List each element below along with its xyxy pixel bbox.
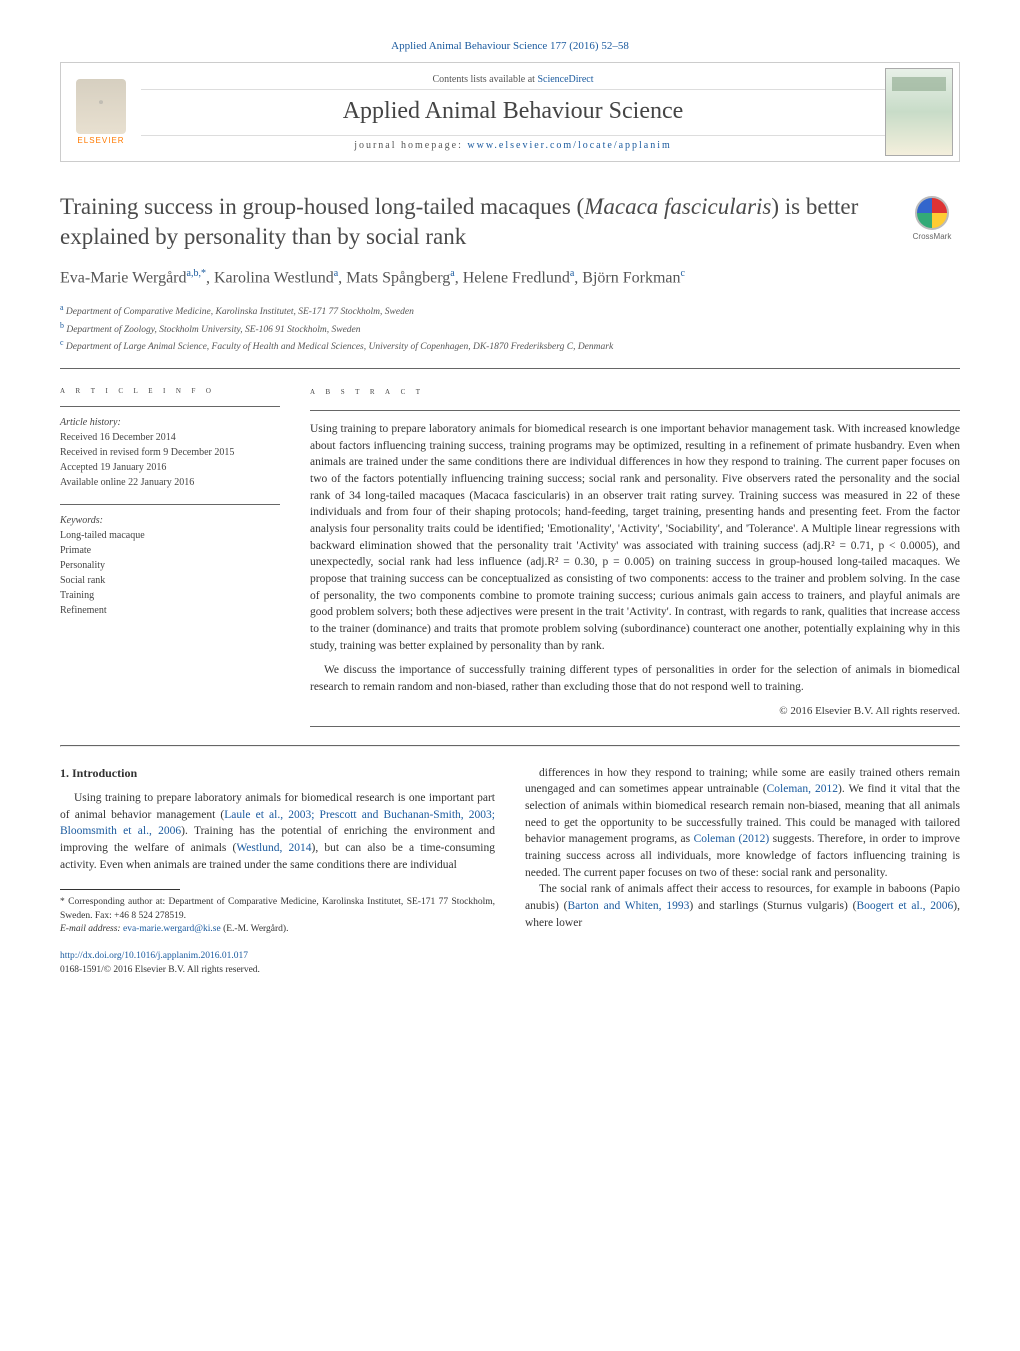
citation-link[interactable]: Barton and Whiten, 1993 — [568, 900, 690, 912]
abstract-copyright: © 2016 Elsevier B.V. All rights reserved… — [310, 704, 960, 720]
elsevier-label: ELSEVIER — [77, 136, 124, 145]
elsevier-logo[interactable]: ELSEVIER — [61, 67, 141, 157]
history-item: Available online 22 January 2016 — [60, 475, 280, 490]
article-title: Training success in group-housed long-ta… — [60, 192, 960, 252]
journal-header: ELSEVIER Contents lists available at Sci… — [60, 62, 960, 162]
abstract-p1: Using training to prepare laboratory ani… — [310, 421, 960, 654]
section-heading-intro: 1. Introduction — [60, 765, 495, 782]
footnotes: * Corresponding author at: Department of… — [60, 896, 495, 936]
keyword-item: Social rank — [60, 573, 280, 588]
keyword-item: Refinement — [60, 603, 280, 618]
abstract-p2: We discuss the importance of successfull… — [310, 662, 960, 695]
doi-block: http://dx.doi.org/10.1016/j.applanim.201… — [60, 950, 495, 978]
crossmark-label: CrossMark — [904, 232, 960, 241]
corresponding-author: * Corresponding author at: Department of… — [60, 896, 495, 923]
keyword-item: Personality — [60, 558, 280, 573]
email-label: E-mail address: — [60, 924, 123, 934]
intro-p3: The social rank of animals affect their … — [525, 881, 960, 931]
email-link[interactable]: eva-marie.wergard@ki.se — [123, 924, 221, 934]
article-info: a r t i c l e i n f o Article history: R… — [60, 385, 280, 726]
body-columns: 1. Introduction Using training to prepar… — [60, 765, 960, 978]
intro-p2: differences in how they respond to train… — [525, 765, 960, 882]
journal-cover-thumbnail[interactable] — [885, 68, 953, 156]
doi-link[interactable]: http://dx.doi.org/10.1016/j.applanim.201… — [60, 951, 248, 961]
citation-link[interactable]: Coleman (2012) — [694, 833, 770, 845]
keywords-label: Keywords: — [60, 513, 280, 528]
citation-link[interactable]: Westlund, 2014 — [236, 842, 311, 854]
abstract-heading: a b s t r a c t — [310, 385, 960, 400]
journal-homepage: journal homepage: www.elsevier.com/locat… — [141, 135, 885, 151]
contents-line: Contents lists available at ScienceDirec… — [141, 74, 885, 90]
journal-name: Applied Animal Behaviour Science — [141, 98, 885, 125]
keyword-item: Long-tailed macaque — [60, 528, 280, 543]
citation-link[interactable]: Coleman, 2012 — [767, 783, 838, 795]
keyword-item: Primate — [60, 543, 280, 558]
affiliations: a Department of Comparative Medicine, Ka… — [60, 302, 960, 354]
citation-link[interactable]: Boogert et al., 2006 — [856, 900, 953, 912]
elsevier-tree-icon — [76, 79, 126, 134]
history-item: Received in revised form 9 December 2015 — [60, 445, 280, 460]
homepage-link[interactable]: www.elsevier.com/locate/applanim — [467, 140, 671, 151]
history-item: Received 16 December 2014 — [60, 430, 280, 445]
history-label: Article history: — [60, 415, 280, 430]
article-info-heading: a r t i c l e i n f o — [60, 385, 280, 396]
keyword-item: Training — [60, 588, 280, 603]
crossmark-icon — [915, 196, 949, 230]
crossmark-badge[interactable]: CrossMark — [904, 196, 960, 241]
abstract: a b s t r a c t Using training to prepar… — [310, 385, 960, 726]
history-item: Accepted 19 January 2016 — [60, 460, 280, 475]
sciencedirect-link[interactable]: ScienceDirect — [537, 74, 593, 85]
intro-p1: Using training to prepare laboratory ani… — [60, 790, 495, 873]
journal-citation[interactable]: Applied Animal Behaviour Science 177 (20… — [60, 40, 960, 52]
authors: Eva-Marie Wergårda,b,*, Karolina Westlun… — [60, 266, 960, 290]
issn-line: 0168-1591/© 2016 Elsevier B.V. All right… — [60, 965, 260, 975]
